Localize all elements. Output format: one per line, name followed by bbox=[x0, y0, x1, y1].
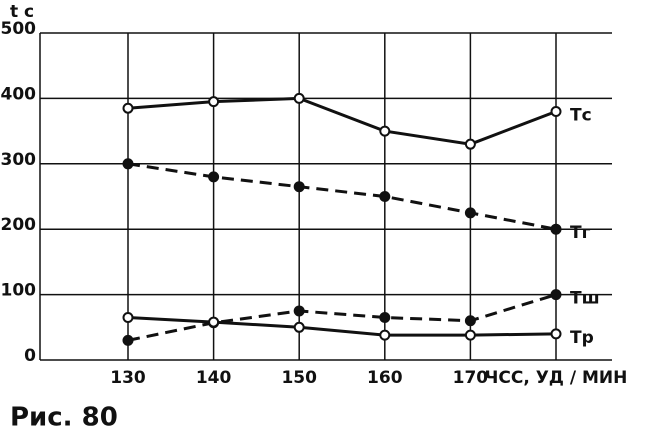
y-tick-label: 500 bbox=[1, 19, 37, 39]
y-tick-label: 200 bbox=[1, 215, 37, 235]
point bbox=[464, 138, 476, 150]
point bbox=[379, 329, 391, 341]
point bbox=[379, 125, 391, 137]
series-label: Тр bbox=[570, 328, 594, 348]
point bbox=[550, 223, 562, 235]
point bbox=[122, 311, 134, 323]
point bbox=[122, 334, 134, 346]
series-line bbox=[127, 293, 557, 342]
x-tick-label: 170 bbox=[453, 368, 489, 388]
y-tick-label: 400 bbox=[1, 84, 37, 104]
point bbox=[379, 311, 391, 323]
y-tick-label: 300 bbox=[1, 150, 37, 170]
point bbox=[208, 96, 220, 108]
point bbox=[293, 92, 305, 104]
point bbox=[379, 191, 391, 202]
series-label: Тш bbox=[570, 289, 600, 309]
point bbox=[122, 158, 134, 170]
y-axis-label: t c bbox=[10, 2, 34, 22]
point bbox=[208, 316, 220, 328]
series-label: Тс bbox=[570, 105, 592, 125]
series-line bbox=[127, 162, 557, 231]
point bbox=[122, 102, 134, 114]
point bbox=[550, 105, 562, 117]
point bbox=[464, 329, 476, 341]
x-tick-label: 150 bbox=[281, 368, 317, 388]
y-tick-label: 100 bbox=[1, 281, 37, 301]
point bbox=[550, 289, 562, 301]
series-label: Тг bbox=[570, 223, 591, 243]
point bbox=[293, 321, 305, 333]
point bbox=[550, 328, 562, 340]
x-axis-label: ЧСС, УД / МИН bbox=[485, 368, 628, 388]
point bbox=[293, 305, 305, 317]
point bbox=[293, 181, 305, 193]
point bbox=[464, 207, 476, 219]
series-line bbox=[127, 315, 557, 337]
series-line bbox=[127, 96, 557, 146]
point bbox=[464, 315, 476, 327]
y-tick-label: 0 bbox=[24, 346, 36, 366]
x-tick-label: 160 bbox=[367, 368, 403, 388]
point bbox=[208, 171, 220, 183]
x-tick-label: 130 bbox=[110, 368, 146, 388]
caption: Рис. 80 bbox=[10, 403, 118, 433]
x-tick-label: 140 bbox=[196, 368, 232, 388]
